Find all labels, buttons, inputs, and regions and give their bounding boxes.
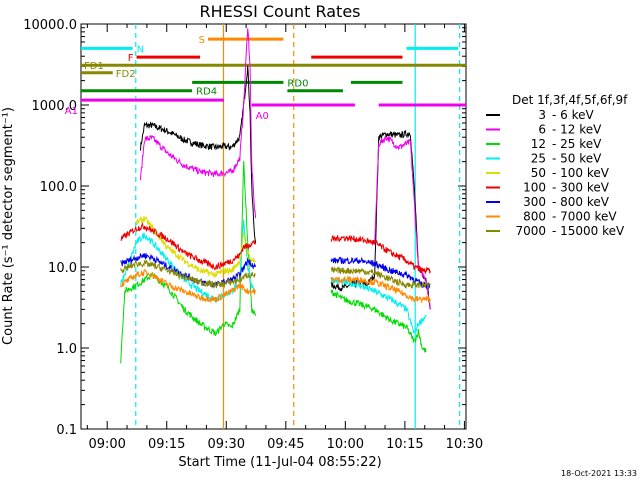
timestamp-stamp: 18-Oct-2021 13:33 [561, 469, 637, 478]
x-axis-label: Start Time (11-Jul-04 08:55:22) [178, 455, 381, 470]
chart-title: RHESSI Count Rates [200, 2, 361, 21]
legend-entry-label: - 15000 keV [552, 224, 625, 238]
legend-entry-label: - 100 keV [552, 166, 610, 180]
legend-entry-label: - 12 keV [552, 123, 602, 137]
y-tick-label: 100.0 [40, 180, 77, 195]
legend-entry-label: 7000 [515, 224, 546, 238]
y-tick-label: 10.0 [48, 261, 77, 276]
legend-entry-label: 300 [523, 195, 546, 209]
legend-entry-label: 800 [523, 210, 546, 224]
state-flag-bars: N S F FD1 FD2 RD0 RD4 A1 A0 [65, 35, 466, 122]
legend-entry-label: 6 [538, 123, 546, 137]
y-axis-label: Count Rate (s⁻¹ detector segment⁻¹) [1, 107, 16, 345]
legend-entry-label: 3 [538, 108, 546, 122]
flag-label-a1: A1 [65, 106, 78, 117]
legend-entry-label: 100 [523, 181, 546, 195]
series-line [330, 129, 431, 310]
x-tick-label: 09:15 [148, 437, 185, 452]
axis-ticks: 10000.0 1000.0 100.0 10.0 1.0 0.1 09:00 09:15 09… [23, 18, 483, 452]
legend: Det 1f,3f,4f,5f,6f,9f 3 - 6 keV 6 - 12 keV 1… [486, 93, 628, 238]
y-tick-label: 10000.0 [23, 18, 77, 33]
series-line [330, 289, 427, 353]
series-line [120, 221, 257, 271]
series-line [120, 269, 256, 304]
x-tick-label: 10:15 [386, 437, 423, 452]
flag-label-rd4: RD4 [196, 87, 217, 98]
legend-entry-label: - 800 keV [552, 195, 610, 209]
y-tick-label: 1000.0 [32, 99, 78, 114]
flag-label-s: S [199, 35, 205, 46]
legend-entry-label: - 6 keV [552, 108, 594, 122]
series-line [330, 275, 431, 304]
x-tick-label: 09:30 [208, 437, 245, 452]
legend-entry-label: 50 [531, 166, 546, 180]
flag-label-a0: A0 [256, 111, 269, 122]
series-line [120, 160, 257, 364]
x-tick-label: 09:45 [267, 437, 304, 452]
flag-label-fd2: FD2 [116, 69, 136, 80]
y-tick-label: 1.0 [56, 342, 77, 357]
series-lines [120, 28, 431, 364]
legend-entry-label: - 300 keV [552, 181, 610, 195]
series-line [330, 234, 431, 275]
series-line [330, 266, 431, 289]
flag-label-fd1: FD1 [84, 61, 104, 72]
flag-label-f: F [128, 53, 134, 64]
legend-entry-label: 12 [531, 137, 546, 151]
legend-entry-label: 25 [531, 152, 546, 166]
x-tick-label: 09:00 [88, 437, 125, 452]
legend-title: Det 1f,3f,4f,5f,6f,9f [512, 93, 628, 107]
y-tick-label: 0.1 [56, 423, 77, 438]
legend-entry-label: - 7000 keV [552, 210, 617, 224]
x-tick-label: 10:30 [446, 437, 483, 452]
legend-entry-label: - 50 keV [552, 152, 602, 166]
series-line [140, 28, 257, 219]
series-line [120, 259, 256, 290]
plot-frame [80, 23, 467, 430]
legend-entry-label: - 25 keV [552, 137, 602, 151]
series-line [140, 65, 257, 243]
x-tick-label: 10:00 [327, 437, 364, 452]
flag-label-rd0: RD0 [287, 78, 308, 89]
flag-label-n: N [137, 44, 144, 55]
series-line [330, 256, 431, 290]
